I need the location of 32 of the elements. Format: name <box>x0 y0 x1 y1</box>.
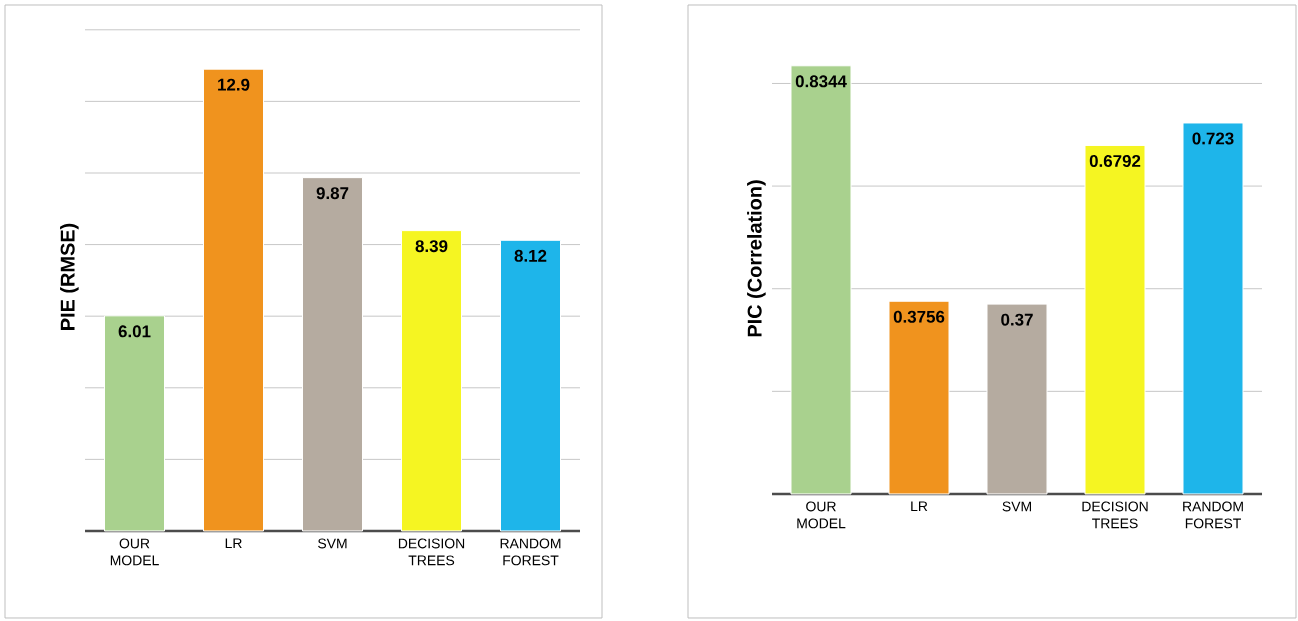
x-tick-label: OUR MODEL <box>110 538 159 566</box>
x-tick-label: DECISION TREES <box>1082 501 1148 529</box>
data-label: 0.6792 <box>1089 154 1141 167</box>
x-tick-label: LR <box>225 538 242 549</box>
x-tick-label: RANDOM FOREST <box>1183 501 1243 529</box>
bar <box>790 65 852 495</box>
y-axis-title: PIC (Correlation) <box>747 180 766 337</box>
data-label: 9.87 <box>316 187 349 200</box>
bar <box>1084 144 1146 495</box>
bar <box>1182 122 1244 495</box>
bar <box>986 303 1048 495</box>
x-tick-label: SVM <box>318 538 347 549</box>
x-tick-label: DECISION TREES <box>398 538 465 566</box>
data-label: 0.8344 <box>795 75 847 88</box>
data-label: 12.9 <box>218 78 250 91</box>
data-label: 8.12 <box>514 249 547 262</box>
data-label: 8.39 <box>415 240 448 253</box>
bar <box>302 177 364 532</box>
bar <box>104 315 166 532</box>
bar <box>500 239 562 532</box>
bar <box>401 230 463 532</box>
x-tick-label: RANDOM FOREST <box>500 538 561 566</box>
data-label: 0.723 <box>1192 132 1234 145</box>
bar <box>203 68 265 532</box>
data-label: 0.37 <box>1001 313 1033 326</box>
data-label: 6.01 <box>118 325 151 338</box>
data-label: 0.3756 <box>893 310 945 323</box>
bar <box>888 300 950 495</box>
x-tick-label: LR <box>911 501 928 512</box>
x-tick-label: SVM <box>1002 501 1031 512</box>
y-axis-title: PIE (RMSE) <box>60 223 79 330</box>
x-tick-label: OUR MODEL <box>797 501 846 529</box>
